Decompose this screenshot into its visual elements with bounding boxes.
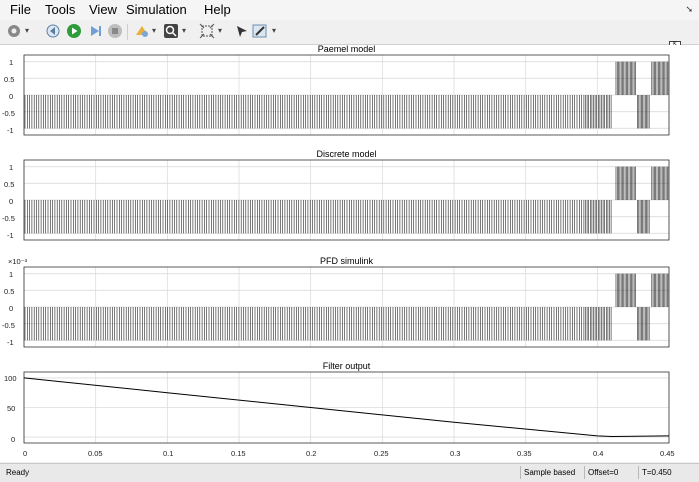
menu-view[interactable]: View xyxy=(89,2,117,17)
y-tick-label: -0.5 xyxy=(2,214,15,223)
x-tick-label: 0.2 xyxy=(306,449,317,458)
menu-file[interactable]: File xyxy=(10,2,31,17)
y-tick-label: 0.5 xyxy=(4,75,15,84)
y-tick-label: 0.5 xyxy=(4,287,15,296)
status-offset: Offset=0 xyxy=(584,466,621,479)
settings-caret-icon[interactable]: ▾ xyxy=(25,26,30,35)
x-tick-label: 0.15 xyxy=(231,449,246,458)
fit-to-view-icon[interactable] xyxy=(199,23,215,39)
y-tick-label: 1 xyxy=(9,58,14,67)
y-exponent-label: ×10⁻³ xyxy=(8,257,28,266)
zoom-icon[interactable] xyxy=(163,23,179,39)
collapse-toolstrip-icon[interactable]: ➘ xyxy=(685,4,693,14)
status-time: T=0.450 xyxy=(638,466,675,479)
pulse-trace xyxy=(24,61,669,129)
y-tick-label: 0 xyxy=(9,92,14,101)
status-ready: Ready xyxy=(6,468,30,477)
y-tick-label: 1 xyxy=(9,163,14,172)
x-tick-label: 0.05 xyxy=(88,449,103,458)
x-tick-label: 0 xyxy=(23,449,28,458)
zoom-caret-icon[interactable]: ▾ xyxy=(182,26,187,35)
y-tick-label: 50 xyxy=(7,404,16,413)
scope-plots xyxy=(23,54,670,444)
axes-box xyxy=(23,371,670,444)
toolbar: ▾ ▾ ▾ ▾ ▾ xyxy=(0,20,699,45)
x-tick-label: 0.25 xyxy=(374,449,389,458)
menu-tools[interactable]: Tools xyxy=(45,2,76,17)
pulse-trace xyxy=(24,166,669,234)
x-tick-label: 0.3 xyxy=(450,449,461,458)
highlight-caret-icon[interactable]: ▾ xyxy=(152,26,157,35)
scope-plot-area xyxy=(0,45,699,462)
y-tick-label: -1 xyxy=(7,126,14,135)
x-tick-label: 0.4 xyxy=(593,449,604,458)
menu-help[interactable]: Help xyxy=(204,2,231,17)
y-tick-label: -1 xyxy=(7,231,14,240)
y-tick-label: -0.5 xyxy=(2,321,15,330)
edit-icon[interactable] xyxy=(252,23,268,39)
step-back-icon[interactable] xyxy=(45,23,61,39)
x-tick-label: 0.35 xyxy=(517,449,532,458)
x-tick-label: 0.1 xyxy=(163,449,174,458)
x-tick-label: 0.45 xyxy=(660,449,675,458)
y-tick-label: 0 xyxy=(9,304,14,313)
pulse-trace xyxy=(24,273,669,341)
status-bar: Ready Sample based Offset=0 T=0.450 xyxy=(0,463,699,482)
plot-title-filter: Filter output xyxy=(322,361,371,371)
y-tick-label: 1 xyxy=(9,270,14,279)
filter-output-line xyxy=(23,377,670,437)
menu-simulation[interactable]: Simulation xyxy=(126,2,187,17)
plot-title-discrete: Discrete model xyxy=(316,149,377,159)
y-tick-label: 0 xyxy=(11,435,16,444)
step-forward-icon[interactable] xyxy=(87,23,103,39)
y-tick-label: -0.5 xyxy=(2,109,15,118)
y-tick-label: 100 xyxy=(4,374,17,383)
plot-title-pfd: PFD simulink xyxy=(319,256,373,266)
edit-caret-icon[interactable]: ▾ xyxy=(272,26,277,35)
y-tick-label: 0.5 xyxy=(4,180,15,189)
run-icon[interactable] xyxy=(66,23,82,39)
stop-icon[interactable] xyxy=(107,23,123,39)
status-sample-mode: Sample based xyxy=(520,466,578,479)
y-tick-label: 0 xyxy=(9,197,14,206)
menu-bar: File Tools View Simulation Help ➘ xyxy=(0,0,699,20)
highlight-icon[interactable] xyxy=(134,23,150,39)
settings-icon[interactable] xyxy=(6,23,22,39)
fit-caret-icon[interactable]: ▾ xyxy=(218,26,223,35)
y-tick-label: -1 xyxy=(7,338,14,347)
cursor-icon[interactable] xyxy=(234,23,250,39)
plot-title-paemel: Paemel model xyxy=(317,44,376,54)
